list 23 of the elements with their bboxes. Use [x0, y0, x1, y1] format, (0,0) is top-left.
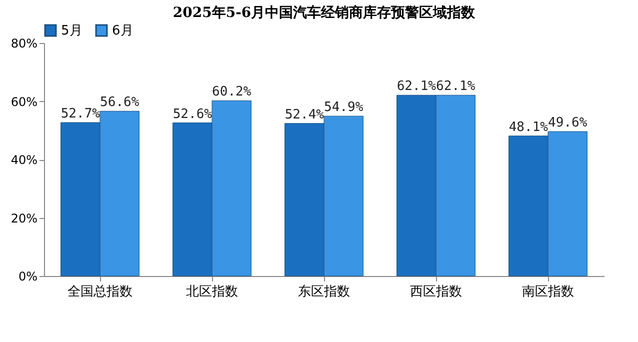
y-tick-label: 60%	[10, 94, 38, 109]
data-label: 56.6%	[100, 95, 140, 110]
legend-label: 5月	[61, 24, 82, 39]
data-label: 52.4%	[284, 107, 324, 122]
data-label: 52.6%	[172, 106, 212, 122]
data-label: 62.1%	[436, 79, 476, 94]
data-label: 52.7%	[60, 106, 100, 122]
chart-title: 2025年5-6月中国汽车经销商库存预警区域指数	[172, 4, 476, 21]
y-tick-label: 80%	[10, 36, 38, 50]
data-label: 48.1%	[508, 120, 548, 135]
data-label: 62.1%	[396, 79, 436, 94]
x-tick-label: 西区指数	[410, 284, 462, 300]
data-label: 60.2%	[212, 84, 252, 100]
x-tick-label: 全国总指数	[68, 284, 132, 300]
x-tick-label: 南区指数	[522, 284, 574, 300]
legend-label: 6月	[112, 24, 134, 39]
data-label: 54.9%	[324, 100, 364, 116]
y-tick-label: 0%	[18, 270, 38, 284]
y-tick-label: 40%	[10, 153, 38, 167]
x-tick-label: 北区指数	[186, 284, 238, 300]
y-tick-label: 20%	[10, 211, 38, 226]
data-label: 49.6%	[548, 116, 588, 131]
x-tick-label: 东区指数	[298, 284, 350, 300]
